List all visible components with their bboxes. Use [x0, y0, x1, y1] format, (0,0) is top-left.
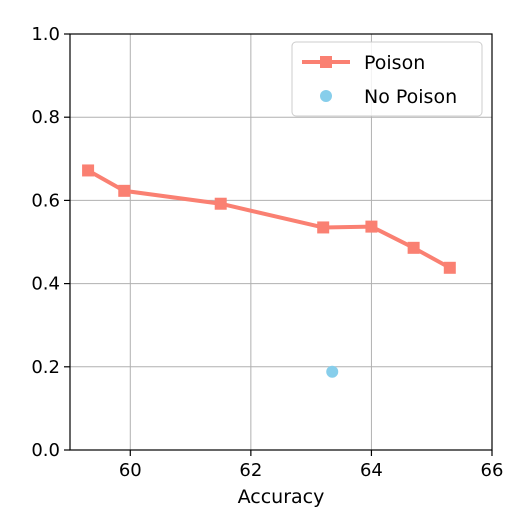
- x-tick-label: 62: [239, 460, 262, 481]
- legend: Poison No Poison: [291, 41, 483, 117]
- data-point: [82, 164, 95, 177]
- y-tick-label: 0.2: [31, 357, 60, 378]
- plot-area-frame: [69, 33, 493, 451]
- legend-item: Poison: [302, 52, 425, 74]
- y-tick-label: 0.6: [31, 190, 60, 211]
- y-tick-label: 0.8: [31, 107, 60, 128]
- data-point: [407, 241, 420, 254]
- x-axis-label: Accuracy: [238, 486, 325, 508]
- data-point: [326, 365, 339, 378]
- y-tick-label: 0.0: [31, 440, 60, 461]
- series-poison: [82, 164, 456, 274]
- legend-label: No Poison: [364, 86, 457, 108]
- x-tick-label: 60: [119, 460, 142, 481]
- data-point: [443, 261, 456, 274]
- data-point: [118, 184, 131, 197]
- legend-item: No Poison: [320, 86, 457, 108]
- legend-label: Poison: [364, 52, 425, 74]
- x-tick-label: 66: [481, 460, 504, 481]
- legend-marker: [320, 90, 332, 102]
- data-point: [317, 221, 330, 234]
- data-point: [214, 197, 227, 210]
- y-tick-label: 0.4: [31, 274, 60, 295]
- x-tick-label: 64: [360, 460, 383, 481]
- series-layer: [82, 164, 456, 378]
- legend-marker: [320, 56, 332, 68]
- data-point: [365, 220, 378, 233]
- y-tick-label: 1.0: [31, 24, 60, 45]
- axis-ticks: 60 62 64 66 0.0 0.2 0.4 0.6 0.8 1.0: [31, 24, 503, 481]
- series-no-poison: [326, 365, 339, 378]
